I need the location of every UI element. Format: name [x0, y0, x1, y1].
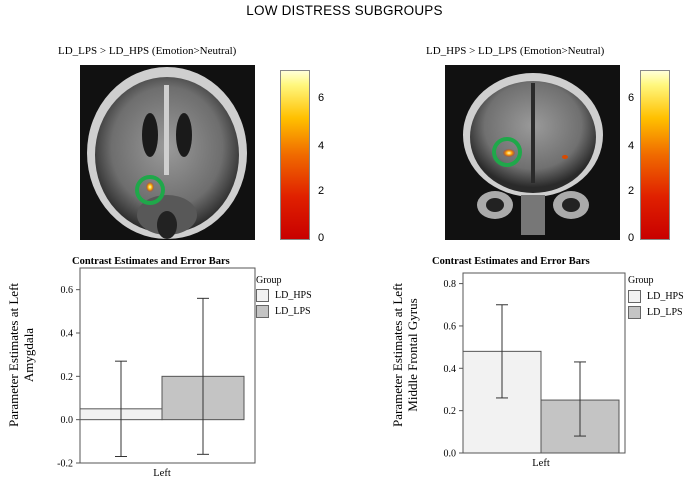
y-tick-label: 0.0	[61, 415, 74, 426]
legend-swatch	[628, 306, 641, 319]
y-tick-label: 0.0	[444, 449, 457, 460]
right-legend-title: Group	[628, 275, 654, 286]
y-tick-label: 0.2	[444, 406, 457, 417]
left-colorbar	[280, 70, 310, 240]
y-tick-label: 0.4	[61, 329, 74, 340]
legend-swatch	[628, 290, 641, 303]
left-contrast-title: LD_LPS > LD_HPS (Emotion>Neutral)	[58, 45, 237, 57]
left-colorbar-tick: 2	[318, 185, 325, 197]
left-colorbar-tick: 4	[318, 140, 325, 152]
legend-swatch	[256, 289, 269, 302]
left-chart-title: Contrast Estimates and Error Bars	[72, 256, 230, 267]
x-category-label: Left	[532, 458, 550, 469]
y-tick-label: 0.4	[444, 364, 457, 375]
x-category-label: Left	[153, 468, 171, 479]
legend-swatch	[256, 305, 269, 318]
left-legend-title: Group	[256, 275, 282, 286]
y-tick-label: -0.2	[57, 459, 73, 470]
left-colorbar-tick: 6	[318, 92, 325, 104]
left-brain-scan	[80, 65, 255, 240]
y-tick-label: 0.6	[61, 285, 74, 296]
right-chart-title: Contrast Estimates and Error Bars	[432, 256, 590, 267]
left-legend-item-hps: LD_HPS	[256, 289, 312, 302]
figure-title: LOW DISTRESS SUBGROUPS	[246, 3, 443, 18]
right-colorbar-tick: 2	[628, 185, 635, 197]
y-tick-label: 0.6	[444, 321, 457, 332]
right-contrast-title: LD_HPS > LD_LPS (Emotion>Neutral)	[426, 45, 605, 57]
right-colorbar-tick: 4	[628, 140, 635, 152]
left-colorbar-tick: 0	[318, 232, 325, 244]
y-tick-label: 0.8	[444, 279, 457, 290]
right-colorbar-tick: 0	[628, 232, 635, 244]
left-legend-item-lps: LD_LPS	[256, 305, 311, 318]
right-colorbar	[640, 70, 670, 240]
right-legend-item-lps: LD_LPS	[628, 306, 683, 319]
right-legend-item-hps: LD_HPS	[628, 290, 684, 303]
right-brain-scan	[445, 65, 620, 240]
plot-frame	[79, 267, 256, 464]
y-tick-label: 0.2	[61, 372, 74, 383]
right-colorbar-tick: 6	[628, 92, 635, 104]
